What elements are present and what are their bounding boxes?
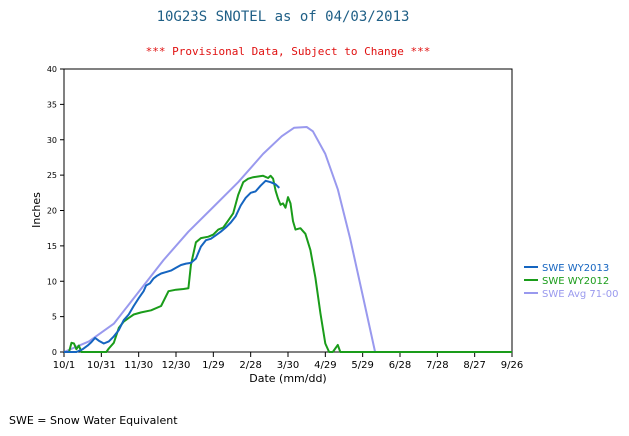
series-line-swe-wy2012 (64, 174, 512, 353)
y-tick-label: 30 (47, 136, 57, 145)
footnote: SWE = Snow Water Equivalent (9, 414, 178, 427)
y-tick-label: 25 (47, 171, 57, 180)
legend-label: SWE WY2013 (542, 263, 609, 274)
legend-label: SWE Avg 71-00 (542, 289, 619, 300)
y-axis-label: Inches (30, 192, 43, 228)
x-tick-label: 12/30 (162, 360, 191, 371)
y-tick-label: 10 (47, 277, 57, 286)
legend-label: SWE WY2012 (542, 276, 609, 287)
x-tick-label: 8/27 (463, 360, 485, 371)
y-tick-label: 20 (47, 207, 57, 216)
chart-title: 10G23S SNOTEL as of 04/03/2013 (156, 9, 410, 25)
series-lines (63, 126, 512, 353)
y-tick-label: 40 (47, 65, 57, 74)
x-tick-label: 2/28 (239, 360, 261, 371)
x-tick-label: 6/28 (389, 360, 411, 371)
y-tick-label: 0 (52, 348, 57, 357)
x-axis: 10/1 10/31 11/30 12/30 1/29 2/28 3/30 4/29 5/29 6… (53, 352, 523, 371)
x-tick-label: 9/26 (501, 360, 523, 371)
x-tick-label: 5/29 (351, 360, 373, 371)
x-tick-label: 3/30 (277, 360, 299, 371)
y-tick-label: 15 (47, 242, 57, 251)
x-axis-label: Date (mm/dd) (249, 372, 326, 385)
series-line-swe-avg-71-00 (63, 126, 512, 353)
x-tick-label: 4/29 (314, 360, 336, 371)
x-tick-label: 7/28 (426, 360, 448, 371)
y-tick-label: 35 (47, 100, 57, 109)
x-tick-label: 10/1 (53, 360, 75, 371)
chart-subtitle: *** Provisional Data, Subject to Change … (145, 45, 431, 58)
x-tick-label: 1/29 (202, 360, 224, 371)
series-line-swe-wy2013 (64, 179, 280, 353)
x-tick-label: 10/31 (87, 360, 116, 371)
plot-area (63, 68, 513, 353)
y-axis: 0 5 10 15 20 25 30 35 40 (47, 65, 64, 357)
x-tick-label: 11/30 (124, 360, 153, 371)
legend: SWE WY2013 SWE WY2012 SWE Avg 71-00 (524, 263, 619, 300)
y-tick-label: 5 (52, 313, 57, 322)
